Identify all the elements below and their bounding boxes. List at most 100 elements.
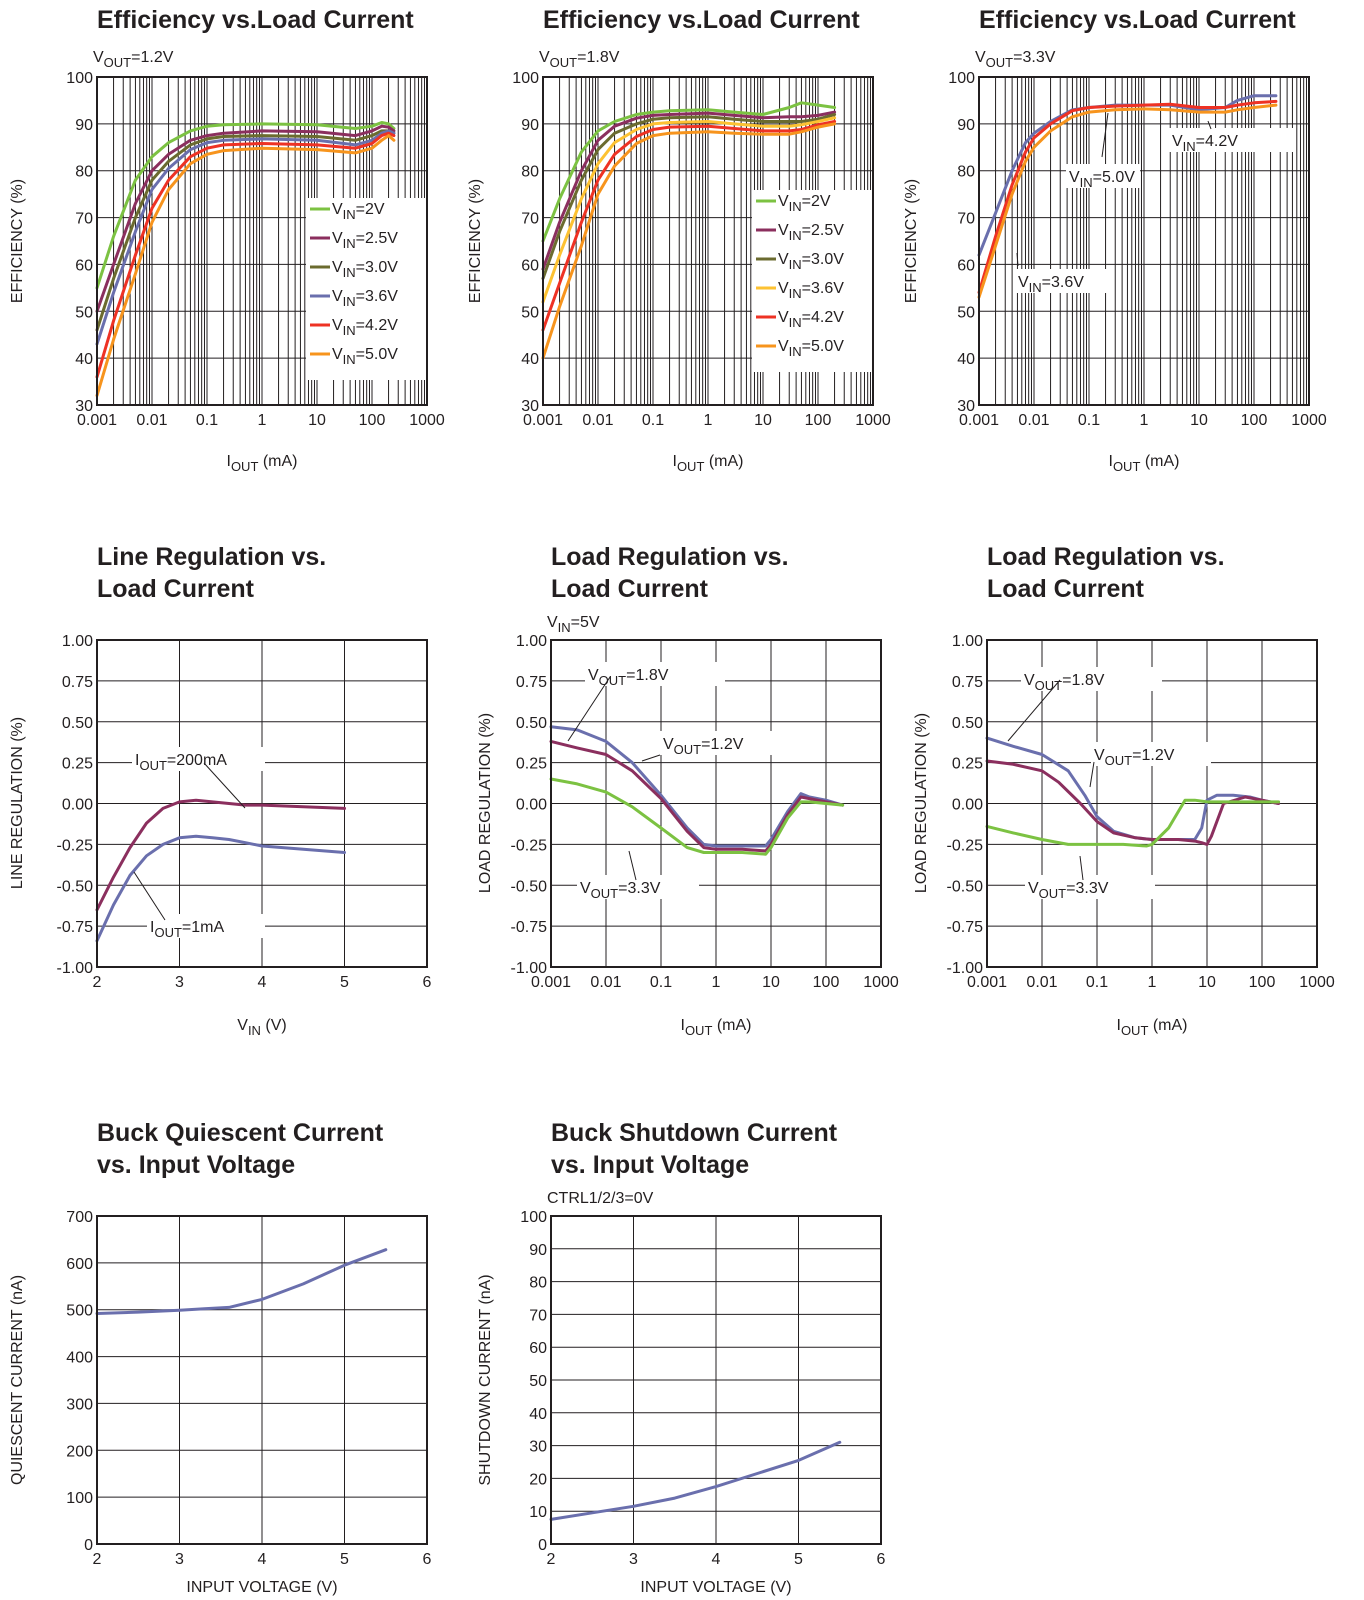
chart-title: Load Current <box>551 575 709 603</box>
y-tick-label: 50 <box>957 304 975 321</box>
series-line-1 <box>95 1248 388 1315</box>
x-tick-label: 1 <box>258 412 267 429</box>
annotation-leader <box>1101 112 1109 158</box>
x-tick-label: 0.001 <box>523 412 563 429</box>
x-tick-label: 0.1 <box>650 974 672 991</box>
plot-frame <box>542 76 874 406</box>
legend-box <box>306 198 426 380</box>
x-tick-label: 1 <box>1140 412 1149 429</box>
series-line-6 <box>541 122 837 360</box>
x-axis-label: IOUT (mA) <box>680 1017 751 1038</box>
series-line-3 <box>985 798 1281 848</box>
x-tick-label: 10 <box>1198 974 1216 991</box>
annotation-backdrop <box>585 662 725 686</box>
y-tick-label: 90 <box>75 117 93 134</box>
x-axis-label: IOUT (mA) <box>1116 1017 1187 1038</box>
x-tick-label: 0.01 <box>1018 412 1049 429</box>
legend-entry: VIN=2.5V <box>778 222 844 243</box>
annotation-leader <box>203 762 246 809</box>
annotation-backdrop <box>1066 164 1140 188</box>
y-tick-label: -0.75 <box>57 919 94 936</box>
y-tick-label: -0.50 <box>57 878 94 895</box>
legend-entry: VIN=2V <box>778 193 831 214</box>
x-tick-label: 1000 <box>1299 974 1335 991</box>
y-tick-label: -0.25 <box>511 837 548 854</box>
y-tick-label: -1.00 <box>57 960 94 977</box>
chart-title: Buck Quiescent Current <box>97 1119 384 1147</box>
y-tick-label: -0.75 <box>947 919 984 936</box>
y-tick-label: 100 <box>520 1209 547 1226</box>
y-tick-label: 600 <box>66 1256 93 1273</box>
y-tick-label: 50 <box>75 304 93 321</box>
test-condition: VIN=5V <box>547 614 600 635</box>
x-axis-label: IOUT (mA) <box>672 453 743 474</box>
x-axis-label: INPUT VOLTAGE (V) <box>640 1579 791 1596</box>
y-tick-label: 90 <box>529 1242 547 1259</box>
x-tick-label: 5 <box>340 974 349 991</box>
plot-frame <box>550 639 882 968</box>
annotation-label: VOUT=1.8V <box>588 667 669 688</box>
series-line-3 <box>977 103 1278 299</box>
test-condition: VOUT=1.2V <box>93 49 174 70</box>
y-tick-label: 100 <box>66 70 93 87</box>
annotation-label: VOUT=1.8V <box>1024 672 1105 693</box>
chart-line: Line Regulation vs. Load Current 2 3 4 5 6 -1.0… <box>9 543 432 1038</box>
y-tick-label: 30 <box>521 398 539 415</box>
series-line-5 <box>95 131 396 379</box>
y-tick-label: 80 <box>75 164 93 181</box>
x-tick-label: 10 <box>308 412 326 429</box>
legend-entry: VIN=5.0V <box>778 338 844 359</box>
y-tick-label: 0.75 <box>516 674 547 691</box>
grid <box>96 1215 428 1545</box>
x-tick-label: 2 <box>547 1551 556 1568</box>
legend-entry: VIN=3.0V <box>332 259 398 280</box>
annotation-backdrop <box>1021 667 1162 691</box>
annotation-backdrop <box>132 747 265 771</box>
y-axis-label: EFFICIENCY (%) <box>903 179 920 303</box>
x-tick-label: 0.001 <box>531 974 571 991</box>
y-tick-label: 0.75 <box>62 674 93 691</box>
y-axis-label: LOAD REGULATION (%) <box>477 713 494 893</box>
y-tick-label: 90 <box>957 117 975 134</box>
x-tick-label: 0.001 <box>967 974 1007 991</box>
y-tick-label: 300 <box>66 1396 93 1413</box>
annotation-label: VOUT=3.3V <box>580 880 661 901</box>
annotation-backdrop <box>147 914 265 938</box>
annotation-backdrop <box>1091 742 1211 766</box>
y-axis-label: EFFICIENCY (%) <box>9 179 26 303</box>
legend-entry: VIN=3.0V <box>778 251 844 272</box>
annotation-label: IOUT=1mA <box>150 919 224 940</box>
annotation-leader <box>641 754 661 762</box>
grid <box>978 76 1310 406</box>
x-tick-label: 10 <box>1190 412 1208 429</box>
legend-entry: VIN=3.6V <box>778 280 844 301</box>
y-tick-label: -0.50 <box>947 878 984 895</box>
x-tick-label: 1000 <box>855 412 891 429</box>
x-tick-label: 1 <box>712 974 721 991</box>
legend: VIN=2V VIN=2.5V VIN=3.0V VIN=3.6V VIN=4.2V VI… <box>752 190 872 372</box>
series-line-1 <box>95 798 346 912</box>
x-tick-label: 6 <box>877 1551 886 1568</box>
x-tick-label: 3 <box>629 1551 638 1568</box>
y-tick-label: -1.00 <box>511 960 548 977</box>
x-tick-label: 0.1 <box>1086 974 1108 991</box>
x-tick-label: 5 <box>340 1551 349 1568</box>
annotation-leader <box>1016 252 1019 267</box>
x-tick-label: 0.01 <box>582 412 613 429</box>
y-tick-label: 80 <box>529 1275 547 1292</box>
chart-title: Load Current <box>97 575 255 603</box>
y-axis-label: EFFICIENCY (%) <box>467 179 484 303</box>
chart-title: Load Regulation vs. <box>551 543 789 571</box>
y-tick-label: 50 <box>521 304 539 321</box>
x-tick-label: 10 <box>762 974 780 991</box>
x-tick-label: 10 <box>754 412 772 429</box>
x-tick-label: 4 <box>258 1551 267 1568</box>
x-tick-label: 100 <box>1249 974 1276 991</box>
x-axis-label: IOUT (mA) <box>226 453 297 474</box>
y-tick-label: 40 <box>957 351 975 368</box>
y-tick-label: 30 <box>529 1439 547 1456</box>
y-tick-label: 30 <box>75 398 93 415</box>
legend-entry: VIN=5.0V <box>332 346 398 367</box>
y-tick-label: 200 <box>66 1443 93 1460</box>
test-condition: VOUT=3.3V <box>975 49 1056 70</box>
